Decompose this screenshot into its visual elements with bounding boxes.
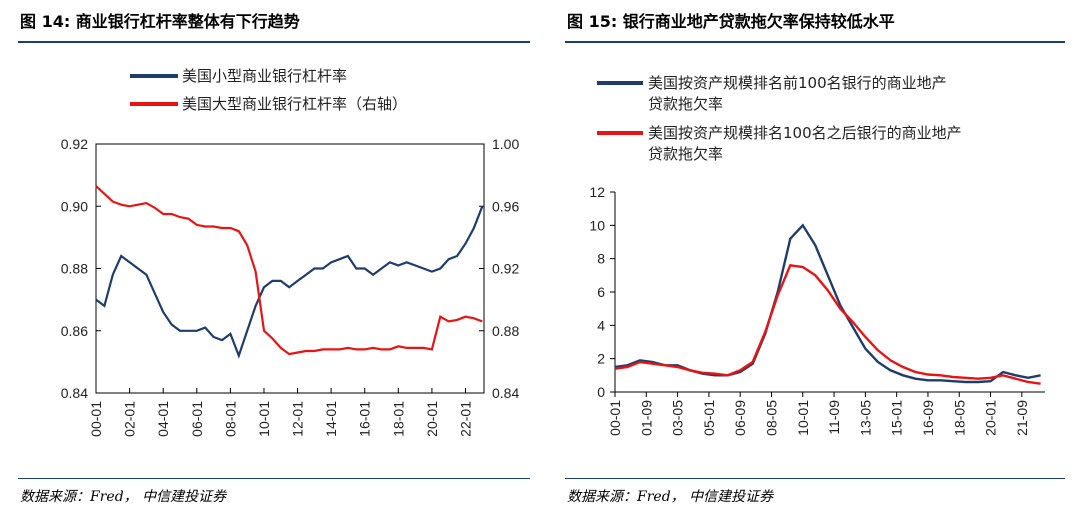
left-x-tick-label-5: 10-01 bbox=[256, 401, 272, 437]
left-x-tick-label-8: 16-01 bbox=[357, 401, 373, 437]
right-x-tick-label-0: 00-01 bbox=[607, 400, 623, 436]
right-x-tick-label-11: 18-05 bbox=[951, 400, 967, 436]
left-y-left-tick-label-3: 0.90 bbox=[61, 198, 88, 214]
left-x-tick-label-7: 14-01 bbox=[323, 401, 339, 437]
right-y-tick-label-1: 2 bbox=[597, 351, 605, 367]
left-x-tick-label-0: 00-01 bbox=[88, 401, 104, 437]
left-bottom-rule bbox=[18, 478, 530, 479]
right-y-tick-label-6: 12 bbox=[589, 184, 605, 200]
right-x-ticks: 00-01 01-09 03-05 05-01 06-09 08-05 10-01 11-09… bbox=[607, 392, 1030, 436]
left-title-rule bbox=[18, 41, 530, 43]
right-x-tick-label-8: 13-05 bbox=[857, 400, 873, 436]
right-chart: 美国按资产规模排名前100名银行的商业地产 贷款拖欠率 美国按资产规模排名100… bbox=[589, 74, 1045, 436]
right-legend-label-1b: 贷款拖欠率 bbox=[648, 95, 723, 113]
right-figure-title: 图 15: 银行商业地产贷款拖欠率保持较低水平 bbox=[567, 12, 895, 31]
left-x-tick-label-2: 04-01 bbox=[155, 401, 171, 437]
left-y-right-tick-label-0: 0.84 bbox=[492, 385, 519, 401]
right-x-tick-label-9: 15-01 bbox=[889, 400, 905, 436]
left-y-left-tick-label-1: 0.86 bbox=[61, 323, 88, 339]
left-y-left-ticks: 0.84 0.86 0.88 0.90 0.92 bbox=[61, 136, 101, 401]
right-title-rule bbox=[565, 41, 1065, 43]
left-legend-label-1: 美国小型商业银行杠杆率 bbox=[182, 67, 347, 85]
right-series-top100-line bbox=[614, 223, 1041, 384]
right-y-tick-label-0: 0 bbox=[597, 384, 605, 400]
left-x-tick-label-10: 20-01 bbox=[424, 401, 440, 437]
right-legend-label-2b: 贷款拖欠率 bbox=[648, 145, 723, 163]
left-x-tick-label-1: 02-01 bbox=[122, 401, 138, 437]
right-y-tick-label-2: 4 bbox=[597, 317, 605, 333]
right-x-tick-label-13: 21-09 bbox=[1014, 400, 1030, 436]
right-legend-label-1a: 美国按资产规模排名前100名银行的商业地产 bbox=[648, 74, 947, 92]
left-x-tick-label-3: 06-01 bbox=[189, 401, 205, 437]
right-y-tick-label-4: 8 bbox=[597, 251, 605, 267]
left-chart: 美国小型商业银行杠杆率 美国大型商业银行杠杆率（右轴） 0.84 0.86 0.88… bbox=[61, 67, 520, 437]
left-y-right-tick-label-3: 0.96 bbox=[492, 198, 519, 214]
right-y-tick-label-3: 6 bbox=[597, 284, 605, 300]
right-y-tick-label-5: 10 bbox=[589, 217, 605, 233]
right-x-tick-label-7: 11-09 bbox=[826, 400, 842, 435]
right-x-tick-label-2: 03-05 bbox=[670, 400, 686, 436]
right-y-ticks: 0 2 4 6 8 10 12 bbox=[589, 184, 615, 400]
left-x-tick-label-4: 08-01 bbox=[222, 401, 238, 437]
left-series-large-banks-line bbox=[95, 185, 483, 356]
right-source-note: 数据来源：Fred， 中信建投证券 bbox=[567, 489, 774, 505]
right-x-tick-label-10: 16-09 bbox=[920, 400, 936, 436]
left-y-left-tick-label-4: 0.92 bbox=[61, 136, 88, 152]
left-legend-label-2: 美国大型商业银行杠杆率（右轴） bbox=[182, 95, 407, 113]
right-x-tick-label-6: 10-01 bbox=[795, 400, 811, 436]
left-source-note: 数据来源：Fred， 中信建投证券 bbox=[20, 489, 227, 505]
right-x-tick-label-3: 05-01 bbox=[701, 400, 717, 436]
left-figure-title: 图 14: 商业银行杠杆率整体有下行趋势 bbox=[20, 12, 300, 31]
right-x-tick-label-1: 01-09 bbox=[638, 400, 654, 436]
right-series-after100-line bbox=[614, 263, 1041, 385]
left-y-right-tick-label-4: 1.00 bbox=[492, 136, 519, 152]
right-x-tick-label-4: 06-09 bbox=[732, 400, 748, 436]
left-series-small-banks-line bbox=[95, 205, 484, 359]
right-bottom-rule bbox=[565, 478, 1065, 479]
left-x-ticks: 00-01 02-01 04-01 06-01 08-01 10-01 12-01 14-01… bbox=[88, 388, 474, 437]
left-y-right-tick-label-1: 0.88 bbox=[492, 323, 519, 339]
left-x-tick-label-11: 22-01 bbox=[458, 401, 474, 437]
right-x-tick-label-5: 08-05 bbox=[763, 400, 779, 436]
left-y-left-tick-label-2: 0.88 bbox=[61, 261, 88, 277]
left-y-right-tick-label-2: 0.92 bbox=[492, 261, 519, 277]
left-y-right-ticks: 0.84 0.88 0.92 0.96 1.00 bbox=[479, 136, 519, 401]
left-x-tick-label-9: 18-01 bbox=[390, 401, 406, 437]
right-legend-label-2a: 美国按资产规模排名100名之后银行的商业地产 bbox=[648, 124, 962, 142]
right-x-tick-label-12: 20-01 bbox=[983, 400, 999, 436]
left-y-left-tick-label-0: 0.84 bbox=[61, 385, 88, 401]
left-x-tick-label-6: 12-01 bbox=[290, 401, 306, 437]
